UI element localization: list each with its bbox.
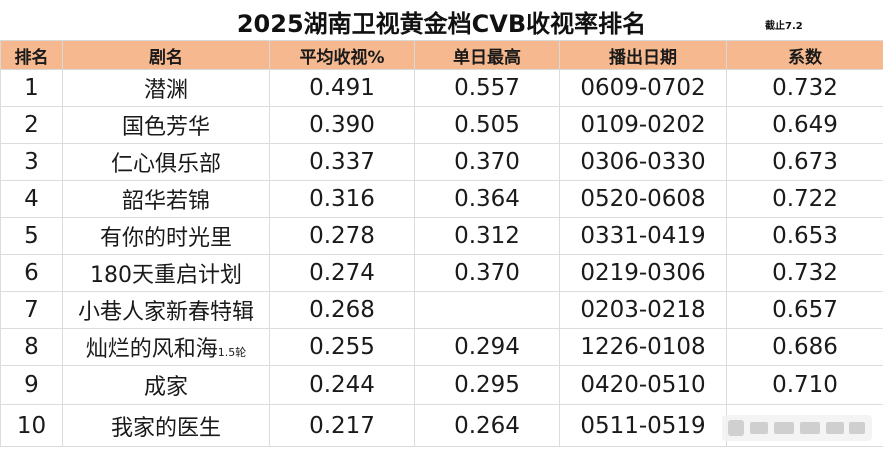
title-note: 1.5轮 — [217, 346, 247, 359]
header-row: 排名 剧名 平均收视% 单日最高 播出日期 系数 — [0, 40, 883, 70]
header-air-dates: 播出日期 — [559, 40, 727, 70]
air-dates-cell: 0109-0202 — [559, 106, 727, 144]
rank-cell: 7 — [0, 291, 63, 329]
avg-rating-cell: 0.337 — [269, 143, 415, 181]
table-row: 2 国色芳华 0.390 0.505 0109-0202 0.649 — [0, 106, 883, 144]
peak-rating-cell: 0.370 — [414, 143, 560, 181]
table-row: 8 灿烂的风和海1.5轮 0.255 0.294 1226-0108 0.686 — [0, 328, 883, 366]
title-cell: 韶华若锦 — [62, 180, 270, 218]
avg-rating-cell: 0.217 — [269, 404, 415, 447]
air-dates-cell: 0511-0519 — [559, 404, 727, 447]
avg-rating-cell: 0.491 — [269, 69, 415, 107]
peak-rating-cell: 0.264 — [414, 404, 560, 447]
title-bar: 2025湖南卫视黄金档CVB收视率排名 截止7.2 — [0, 0, 883, 40]
title-cell: 成家 — [62, 365, 270, 405]
avg-rating-cell: 0.274 — [269, 254, 415, 292]
peak-rating-cell: 0.312 — [414, 217, 560, 255]
coefficient-cell: 0.649 — [726, 106, 883, 144]
rank-cell: 3 — [0, 143, 63, 181]
avg-rating-cell: 0.316 — [269, 180, 415, 218]
rank-cell: 2 — [0, 106, 63, 144]
title-text: 仁心俱乐部 — [110, 152, 221, 177]
title-cell: 有你的时光里 — [62, 217, 270, 255]
header-title: 剧名 — [62, 40, 270, 70]
header-rank: 排名 — [0, 40, 63, 70]
peak-rating-cell: 0.370 — [414, 254, 560, 292]
peak-rating-cell: 0.295 — [414, 365, 560, 405]
table-row: 5 有你的时光里 0.278 0.312 0331-0419 0.653 — [0, 217, 883, 255]
rank-cell: 8 — [0, 328, 63, 366]
avg-rating-cell: 0.255 — [269, 328, 415, 366]
rank-cell: 10 — [0, 404, 63, 447]
ratings-table: 排名 剧名 平均收视% 单日最高 播出日期 系数 1 潜渊 0.491 0.55… — [0, 40, 883, 447]
title-cell: 潜渊 — [62, 69, 270, 107]
air-dates-cell: 0306-0330 — [559, 143, 727, 181]
avg-rating-cell: 0.390 — [269, 106, 415, 144]
avg-rating-cell: 0.278 — [269, 217, 415, 255]
coefficient-cell: 0.657 — [726, 291, 883, 329]
rank-cell: 1 — [0, 69, 63, 107]
air-dates-cell: 0203-0218 — [559, 291, 727, 329]
avg-rating-cell: 0.268 — [269, 291, 415, 329]
table-row: 6 180天重启计划 0.274 0.370 0219-0306 0.732 — [0, 254, 883, 292]
title-cell: 仁心俱乐部 — [62, 143, 270, 181]
peak-rating-cell: 0.294 — [414, 328, 560, 366]
title-text: 潜渊 — [143, 78, 188, 103]
title-text: 有你的时光里 — [99, 226, 232, 251]
header-coefficient: 系数 — [726, 40, 883, 70]
table-row: 9 成家 0.244 0.295 0420-0510 0.710 — [0, 365, 883, 405]
coefficient-cell: 0.732 — [726, 254, 883, 292]
title-text: 小巷人家新春特辑 — [77, 300, 254, 325]
watermark-logo-icon — [722, 415, 872, 441]
peak-rating-cell — [414, 291, 560, 329]
header-peak-rating: 单日最高 — [414, 40, 560, 70]
coefficient-cell: 0.722 — [726, 180, 883, 218]
title-cell: 我家的医生 — [62, 404, 270, 447]
coefficient-cell: 0.653 — [726, 217, 883, 255]
air-dates-cell: 0520-0608 — [559, 180, 727, 218]
title-cell: 小巷人家新春特辑 — [62, 291, 270, 329]
rank-cell: 6 — [0, 254, 63, 292]
title-cell: 灿烂的风和海1.5轮 — [62, 328, 270, 366]
title-cell: 180天重启计划 — [62, 254, 270, 292]
avg-rating-cell: 0.244 — [269, 365, 415, 405]
table-row: 4 韶华若锦 0.316 0.364 0520-0608 0.722 — [0, 180, 883, 218]
as-of-date: 截止7.2 — [765, 21, 803, 32]
title-text: 成家 — [143, 375, 188, 400]
title-cell: 国色芳华 — [62, 106, 270, 144]
table-row: 3 仁心俱乐部 0.337 0.370 0306-0330 0.673 — [0, 143, 883, 181]
title-text: 180天重启计划 — [90, 263, 242, 288]
air-dates-cell: 0420-0510 — [559, 365, 727, 405]
coefficient-cell: 0.710 — [726, 365, 883, 405]
coefficient-cell: 0.732 — [726, 69, 883, 107]
air-dates-cell: 0219-0306 — [559, 254, 727, 292]
coefficient-cell: 0.686 — [726, 328, 883, 366]
peak-rating-cell: 0.364 — [414, 180, 560, 218]
title-text: 国色芳华 — [121, 115, 210, 140]
rank-cell: 4 — [0, 180, 63, 218]
air-dates-cell: 1226-0108 — [559, 328, 727, 366]
peak-rating-cell: 0.557 — [414, 69, 560, 107]
title-text: 我家的医生 — [110, 415, 221, 441]
air-dates-cell: 0609-0702 — [559, 69, 727, 107]
page-title: 2025湖南卫视黄金档CVB收视率排名 — [236, 10, 647, 38]
title-text: 韶华若锦 — [121, 189, 210, 214]
table-row: 7 小巷人家新春特辑 0.268 0203-0218 0.657 — [0, 291, 883, 329]
table-row: 1 潜渊 0.491 0.557 0609-0702 0.732 — [0, 69, 883, 107]
rank-cell: 9 — [0, 365, 63, 405]
rank-cell: 5 — [0, 217, 63, 255]
header-avg-rating: 平均收视% — [269, 40, 415, 70]
title-text: 灿烂的风和海 — [85, 337, 218, 362]
peak-rating-cell: 0.505 — [414, 106, 560, 144]
coefficient-cell: 0.673 — [726, 143, 883, 181]
air-dates-cell: 0331-0419 — [559, 217, 727, 255]
